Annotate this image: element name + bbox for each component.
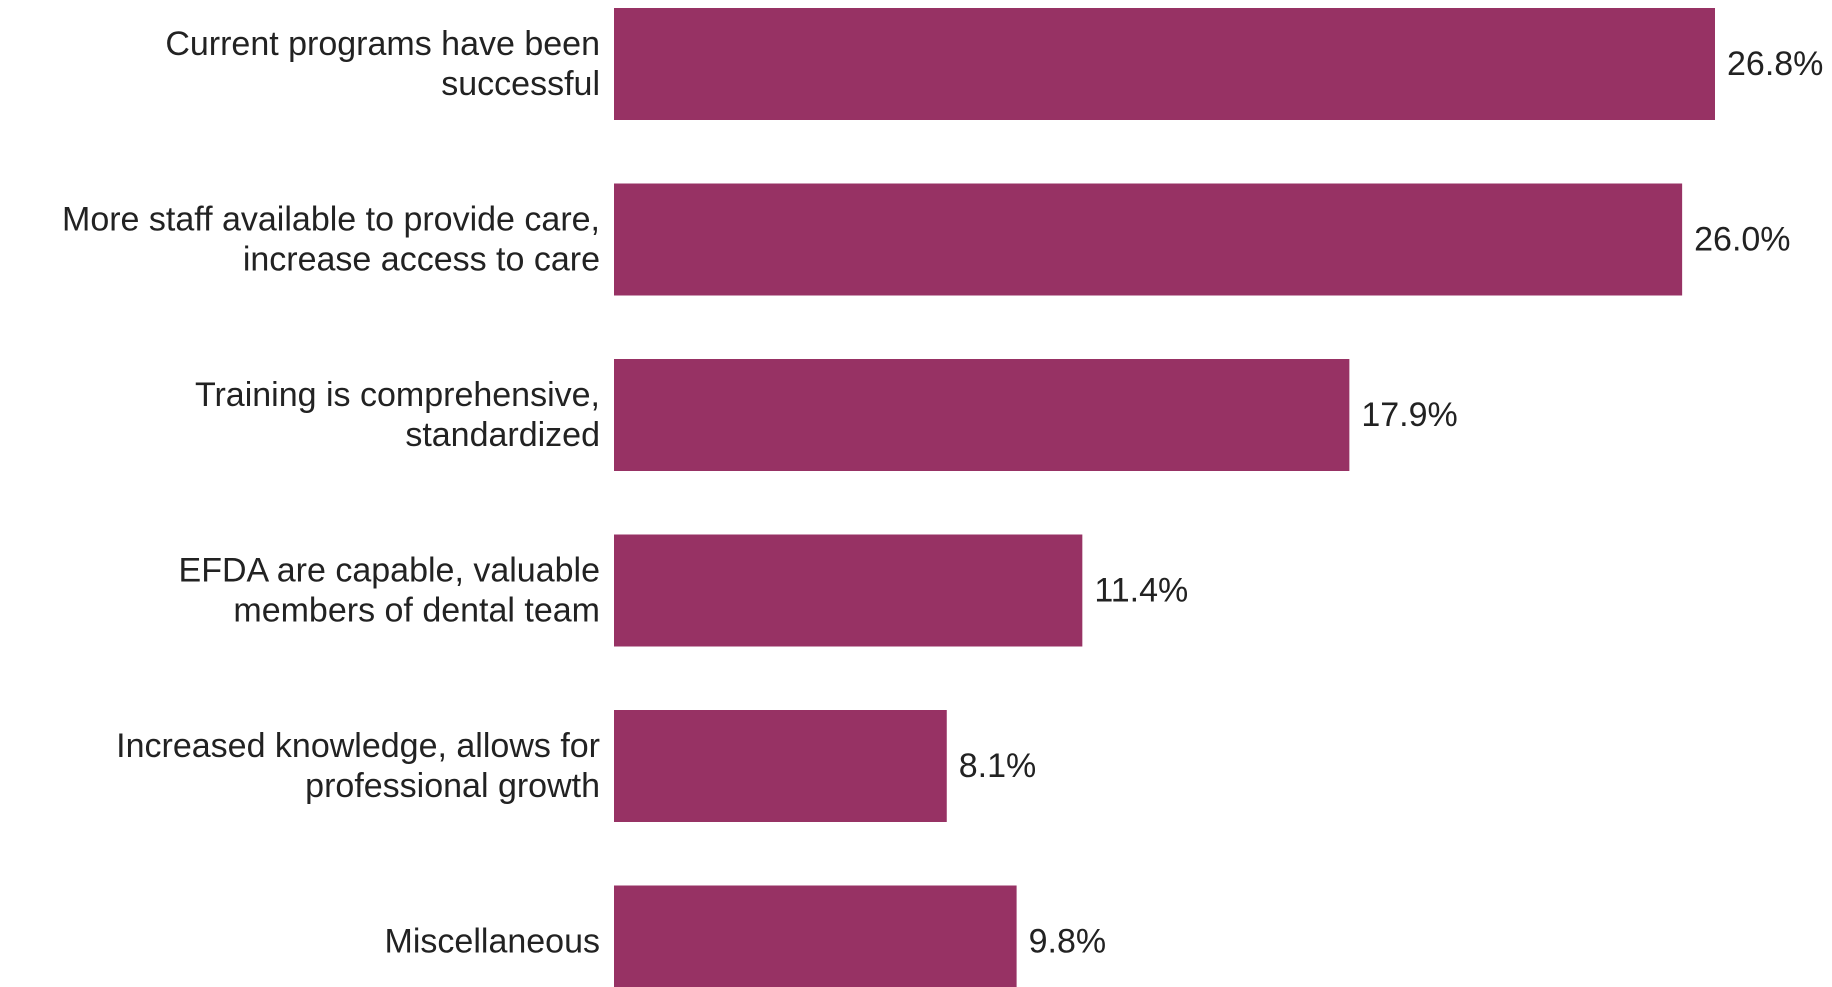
category-label-2: Training is comprehensive, standardized (195, 376, 600, 454)
category-label-0: Current programs have been successful (165, 25, 600, 103)
category-labels-group: Current programs have been successful More… (62, 25, 600, 961)
value-labels-group: 26.8% 26.0% 17.9% 11.4% 8.1% 9.8% (959, 45, 1824, 961)
category-label-line: Increased knowledge, allows for (116, 727, 600, 765)
value-label-5: 9.8% (1029, 923, 1107, 961)
bar-4 (614, 710, 947, 822)
bar-2 (614, 359, 1350, 471)
category-label-line: increase access to care (243, 241, 600, 279)
category-label-line: professional growth (305, 767, 600, 805)
category-label-line: successful (441, 65, 600, 103)
category-label-line: EFDA are capable, valuable (179, 552, 600, 590)
category-label-line: standardized (405, 416, 600, 454)
category-label-line: members of dental team (233, 592, 600, 630)
category-label-line: Miscellaneous (385, 923, 600, 961)
category-label-line: Training is comprehensive, (195, 376, 600, 414)
category-label-line: More staff available to provide care, (62, 201, 600, 239)
category-label-4: Increased knowledge, allows for professio… (116, 727, 600, 805)
bar-5 (614, 885, 1017, 987)
value-label-2: 17.9% (1361, 396, 1457, 434)
bar-0 (614, 8, 1715, 120)
category-label-1: More staff available to provide care, inc… (62, 201, 600, 279)
category-label-5: Miscellaneous (385, 923, 600, 961)
category-label-line: Current programs have been (165, 25, 600, 63)
value-label-1: 26.0% (1694, 221, 1790, 259)
bar-1 (614, 183, 1683, 296)
bar-3 (614, 534, 1083, 647)
value-label-0: 26.8% (1727, 45, 1823, 83)
category-label-3: EFDA are capable, valuable members of den… (179, 552, 600, 630)
bars-group (614, 8, 1715, 987)
value-label-3: 11.4% (1094, 572, 1188, 610)
value-label-4: 8.1% (959, 747, 1036, 785)
